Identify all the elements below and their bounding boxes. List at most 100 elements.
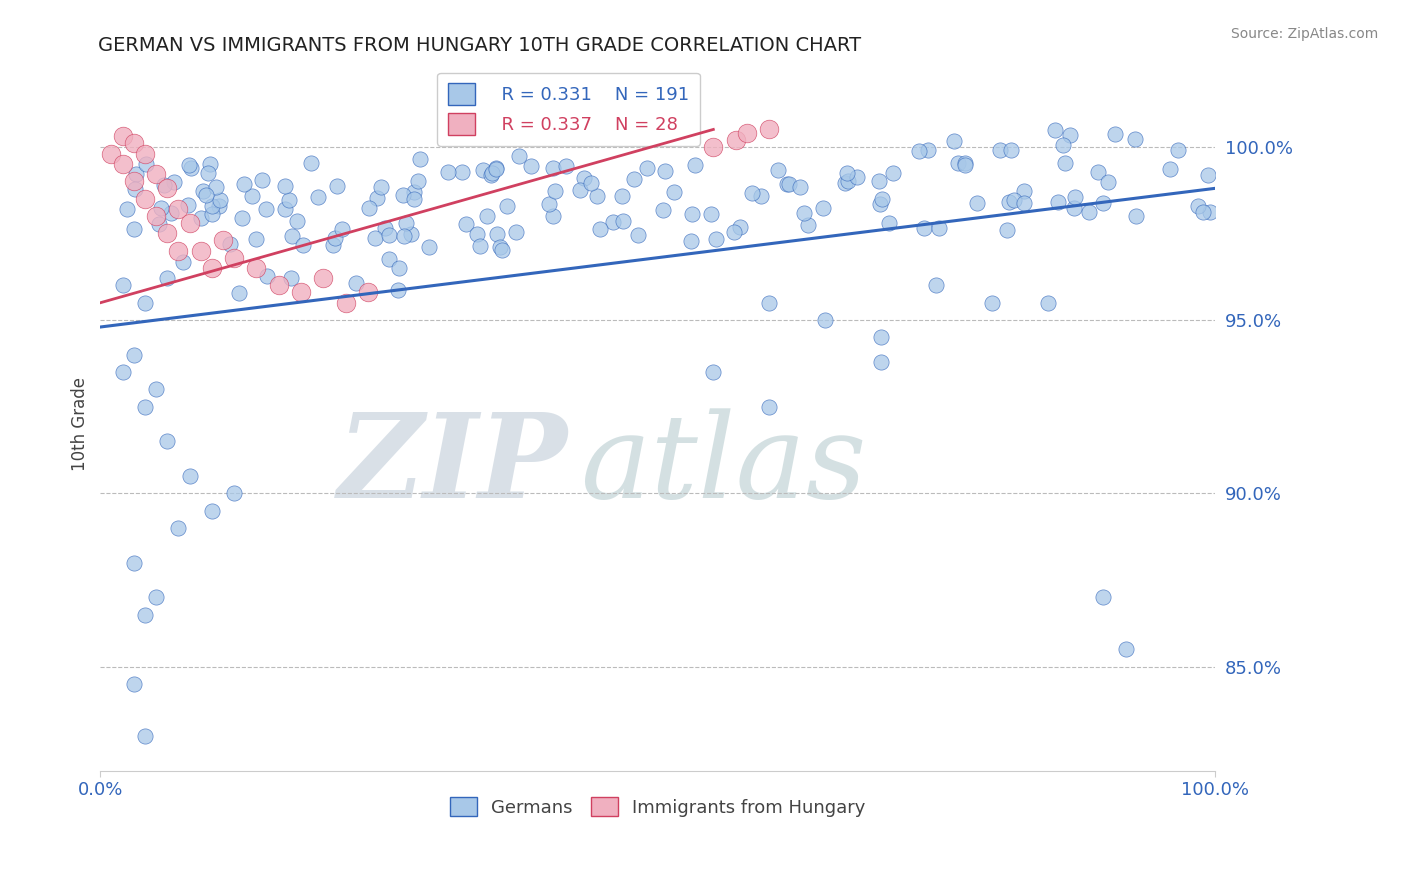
Point bbox=[579, 176, 602, 190]
Point bbox=[167, 521, 190, 535]
Point bbox=[212, 233, 235, 247]
Point bbox=[1159, 162, 1181, 177]
Point bbox=[290, 285, 312, 300]
Point bbox=[377, 252, 399, 267]
Point bbox=[636, 161, 658, 175]
Point bbox=[481, 166, 503, 180]
Point bbox=[917, 143, 939, 157]
Point bbox=[285, 214, 308, 228]
Point bbox=[177, 197, 200, 211]
Point bbox=[479, 168, 502, 182]
Point bbox=[912, 221, 935, 235]
Point bbox=[209, 193, 232, 207]
Point bbox=[766, 163, 789, 178]
Point bbox=[388, 261, 411, 276]
Point bbox=[508, 149, 530, 163]
Point bbox=[723, 225, 745, 239]
Point bbox=[122, 174, 145, 188]
Point bbox=[156, 227, 179, 241]
Point bbox=[520, 159, 543, 173]
Point bbox=[1123, 132, 1146, 146]
Point bbox=[877, 216, 900, 230]
Point bbox=[366, 191, 388, 205]
Point bbox=[159, 206, 181, 220]
Text: Source: ZipAtlas.com: Source: ZipAtlas.com bbox=[1230, 27, 1378, 41]
Point bbox=[245, 232, 267, 246]
Point bbox=[702, 365, 724, 379]
Point bbox=[778, 178, 800, 192]
Point bbox=[115, 202, 138, 217]
Point bbox=[837, 174, 859, 188]
Point bbox=[953, 156, 976, 170]
Text: GERMAN VS IMMIGRANTS FROM HUNGARY 10TH GRADE CORRELATION CHART: GERMAN VS IMMIGRANTS FROM HUNGARY 10TH G… bbox=[98, 36, 862, 54]
Point bbox=[134, 607, 156, 622]
Point bbox=[486, 227, 509, 242]
Point bbox=[135, 157, 157, 171]
Point bbox=[330, 222, 353, 236]
Y-axis label: 10th Grade: 10th Grade bbox=[72, 377, 89, 471]
Point bbox=[543, 185, 565, 199]
Point bbox=[149, 202, 172, 216]
Point bbox=[274, 178, 297, 193]
Point bbox=[418, 240, 440, 254]
Point bbox=[228, 285, 250, 300]
Point bbox=[387, 284, 409, 298]
Point bbox=[145, 168, 167, 182]
Point bbox=[222, 251, 245, 265]
Point bbox=[291, 237, 314, 252]
Point bbox=[489, 240, 512, 254]
Point bbox=[946, 156, 969, 170]
Point bbox=[538, 196, 561, 211]
Point bbox=[256, 269, 278, 284]
Point bbox=[163, 175, 186, 189]
Point bbox=[834, 176, 856, 190]
Point bbox=[872, 192, 894, 206]
Point bbox=[623, 171, 645, 186]
Point bbox=[172, 255, 194, 269]
Point bbox=[868, 174, 890, 188]
Point bbox=[122, 348, 145, 362]
Point bbox=[541, 209, 564, 223]
Point bbox=[177, 158, 200, 172]
Point bbox=[1104, 127, 1126, 141]
Point bbox=[124, 222, 146, 236]
Point bbox=[1059, 128, 1081, 142]
Point bbox=[322, 238, 344, 252]
Point bbox=[998, 194, 1021, 209]
Point bbox=[477, 209, 499, 223]
Point bbox=[156, 271, 179, 285]
Point bbox=[662, 185, 685, 199]
Point bbox=[491, 243, 513, 257]
Point bbox=[193, 184, 215, 198]
Point bbox=[245, 261, 267, 276]
Point bbox=[1014, 184, 1036, 198]
Point bbox=[925, 278, 948, 293]
Point bbox=[1092, 591, 1115, 605]
Point bbox=[198, 156, 221, 170]
Point bbox=[145, 383, 167, 397]
Point bbox=[111, 365, 134, 379]
Point bbox=[981, 295, 1004, 310]
Point bbox=[451, 165, 474, 179]
Point bbox=[776, 177, 799, 191]
Point bbox=[1097, 175, 1119, 189]
Point bbox=[357, 201, 380, 215]
Point bbox=[953, 158, 976, 172]
Point bbox=[612, 214, 634, 228]
Point bbox=[190, 244, 212, 258]
Point bbox=[585, 189, 607, 203]
Point bbox=[267, 278, 290, 293]
Point bbox=[409, 153, 432, 167]
Point bbox=[201, 207, 224, 221]
Point bbox=[111, 157, 134, 171]
Point bbox=[928, 221, 950, 235]
Point bbox=[277, 194, 299, 208]
Point bbox=[627, 228, 650, 243]
Point bbox=[122, 556, 145, 570]
Point bbox=[195, 187, 218, 202]
Point bbox=[179, 469, 201, 483]
Point bbox=[1064, 190, 1087, 204]
Point bbox=[167, 244, 190, 258]
Point bbox=[1167, 143, 1189, 157]
Point bbox=[485, 161, 508, 176]
